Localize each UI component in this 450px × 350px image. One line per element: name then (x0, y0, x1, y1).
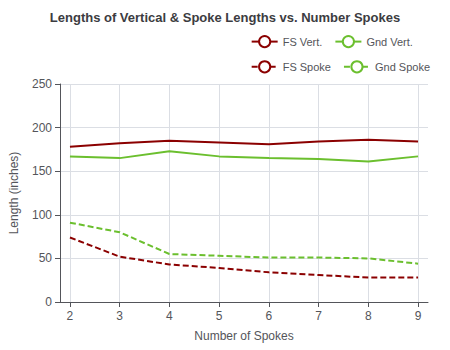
svg-text:7: 7 (315, 309, 322, 323)
svg-text:100: 100 (32, 208, 52, 222)
svg-text:Lengths of Vertical & Spoke Le: Lengths of Vertical & Spoke Lengths vs. … (50, 10, 400, 25)
svg-text:150: 150 (32, 164, 52, 178)
svg-text:6: 6 (266, 309, 273, 323)
svg-text:200: 200 (32, 121, 52, 135)
svg-text:Gnd Vert.: Gnd Vert. (366, 36, 412, 48)
svg-text:4: 4 (166, 309, 173, 323)
svg-text:8: 8 (365, 309, 372, 323)
svg-text:Number of Spokes: Number of Spokes (194, 329, 293, 343)
svg-text:5: 5 (216, 309, 223, 323)
svg-text:0: 0 (45, 295, 52, 309)
svg-text:3: 3 (116, 309, 123, 323)
svg-text:Length (inches): Length (inches) (7, 152, 21, 235)
svg-text:250: 250 (32, 77, 52, 91)
svg-text:2: 2 (67, 309, 74, 323)
svg-text:Gnd Spoke: Gnd Spoke (375, 61, 430, 73)
svg-text:50: 50 (39, 251, 53, 265)
svg-text:FS Vert.: FS Vert. (283, 36, 323, 48)
svg-text:FS Spoke: FS Spoke (283, 61, 331, 73)
svg-text:9: 9 (415, 309, 422, 323)
